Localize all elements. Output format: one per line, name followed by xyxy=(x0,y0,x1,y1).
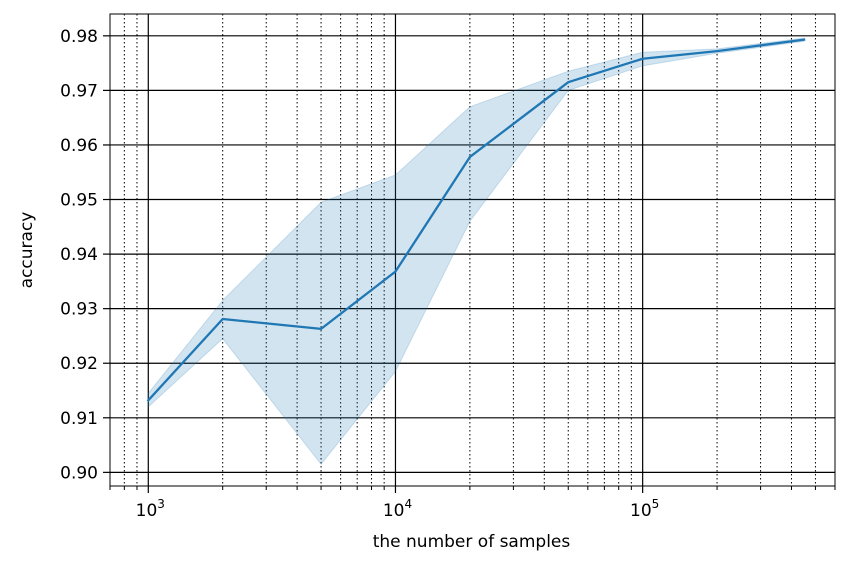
series-line xyxy=(146,38,806,402)
y-tick-label: 0.94 xyxy=(60,245,98,265)
x-tick-label: 103 xyxy=(136,497,165,521)
y-tick-label: 0.95 xyxy=(60,191,98,211)
x-tick-labels: 103 104 105 xyxy=(136,497,660,521)
y-tick-label: 0.97 xyxy=(60,81,98,101)
series-confidence-band xyxy=(147,37,805,465)
y-tick-label: 0.96 xyxy=(60,136,98,156)
y-tick-label: 0.98 xyxy=(60,27,98,47)
plot-frame xyxy=(109,13,836,487)
confidence-bands xyxy=(147,37,805,465)
x-tick-label: 104 xyxy=(383,497,412,521)
y-tick-label: 0.91 xyxy=(60,409,98,429)
minor-grid xyxy=(109,14,836,486)
y-tick-label: 0.93 xyxy=(60,300,98,320)
y-tick-label: 0.90 xyxy=(60,463,98,483)
y-tick-labels: 0.90 0.91 0.92 0.93 0.94 0.95 0.96 0.97 0.98 xyxy=(60,27,98,484)
series-lines xyxy=(146,38,806,402)
axis-ticks xyxy=(103,35,836,493)
major-grid xyxy=(110,14,835,486)
x-tick-label: 105 xyxy=(630,497,659,521)
x-axis-label: the number of samples xyxy=(373,532,571,552)
y-tick-label: 0.92 xyxy=(60,354,98,374)
y-axis-label: accuracy xyxy=(17,212,37,289)
